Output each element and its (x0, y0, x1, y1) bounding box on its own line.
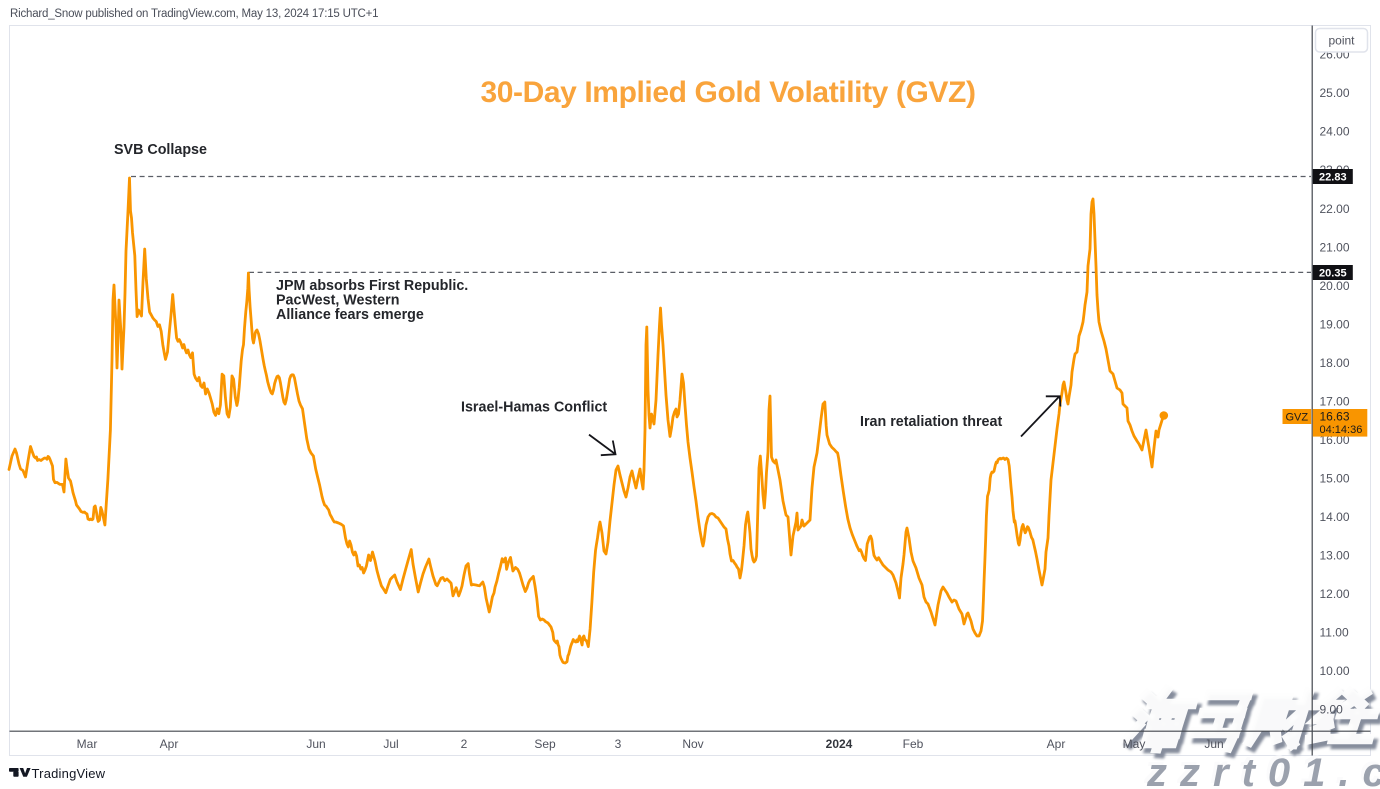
svg-text:2024: 2024 (826, 737, 853, 751)
svg-text:10.00: 10.00 (1320, 664, 1350, 678)
svg-text:Mar: Mar (77, 737, 98, 751)
svg-text:zzrt01.cn: zzrt01.cn (1146, 751, 1380, 789)
svg-text:12.00: 12.00 (1320, 587, 1350, 601)
svg-text:Jun: Jun (1204, 737, 1223, 751)
svg-text:19.00: 19.00 (1320, 317, 1350, 331)
svg-text:21.00: 21.00 (1320, 240, 1350, 254)
svg-text:Sep: Sep (534, 737, 556, 751)
svg-text:9.00: 9.00 (1320, 703, 1344, 717)
svg-text:JPM absorbs First Republic.: JPM absorbs First Republic. (276, 278, 468, 294)
svg-text:04:14:36: 04:14:36 (1320, 424, 1363, 436)
svg-text:11.00: 11.00 (1320, 626, 1349, 640)
svg-text:PacWest, Western: PacWest, Western (276, 293, 399, 309)
svg-text:Nov: Nov (682, 737, 703, 751)
svg-text:2: 2 (461, 737, 468, 751)
svg-text:17.00: 17.00 (1320, 394, 1350, 408)
svg-text:20.00: 20.00 (1320, 279, 1350, 293)
svg-text:25.00: 25.00 (1320, 86, 1350, 100)
svg-text:Feb: Feb (903, 737, 924, 751)
svg-text:Richard_Snow published on Trad: Richard_Snow published on TradingView.co… (10, 8, 378, 20)
svg-text:Alliance fears emerge: Alliance fears emerge (276, 307, 424, 323)
svg-text:GVZ: GVZ (1285, 412, 1308, 424)
svg-text:Jun: Jun (306, 737, 325, 751)
svg-text:15.00: 15.00 (1320, 472, 1350, 486)
svg-text:point: point (1328, 34, 1355, 48)
svg-text:TradingView: TradingView (32, 766, 106, 781)
svg-text:13.00: 13.00 (1320, 549, 1350, 563)
svg-text:zzrt01.cn: zzrt01.cn (1143, 748, 1380, 789)
svg-text:Jul: Jul (383, 737, 398, 751)
svg-text:Apr: Apr (160, 737, 179, 751)
svg-text:Iran retaliation threat: Iran retaliation threat (860, 414, 1002, 430)
svg-text:30-Day Implied Gold Volatility: 30-Day Implied Gold Volatility (GVZ) (480, 76, 975, 109)
svg-text:16.63: 16.63 (1320, 410, 1350, 424)
svg-text:Apr: Apr (1047, 737, 1066, 751)
svg-text:24.00: 24.00 (1320, 125, 1350, 139)
svg-text:20.35: 20.35 (1319, 268, 1347, 280)
svg-text:18.00: 18.00 (1320, 356, 1350, 370)
svg-text:22.83: 22.83 (1319, 172, 1347, 184)
svg-text:22.00: 22.00 (1320, 202, 1350, 216)
svg-text:14.00: 14.00 (1320, 510, 1350, 524)
svg-text:SVB Collapse: SVB Collapse (114, 142, 207, 158)
svg-text:3: 3 (615, 737, 622, 751)
svg-text:May: May (1123, 737, 1146, 751)
svg-text:Israel-Hamas Conflict: Israel-Hamas Conflict (461, 400, 607, 416)
